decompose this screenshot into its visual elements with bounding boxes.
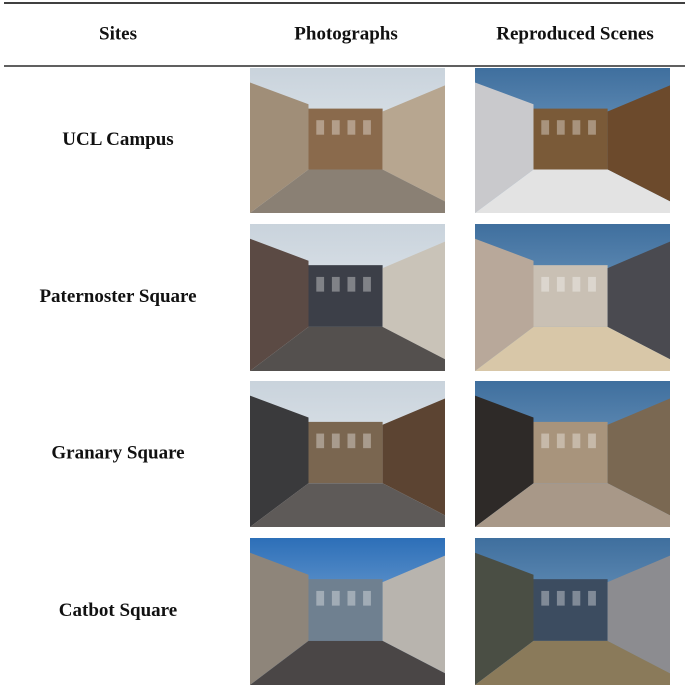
ground (475, 169, 670, 213)
window (347, 120, 356, 135)
photograph (250, 224, 445, 371)
site-name: UCL Campus (62, 129, 173, 150)
ground (250, 169, 445, 213)
table-row: UCL Campus (62, 68, 670, 213)
window (363, 276, 371, 292)
site-name: Paternoster Square (39, 286, 196, 307)
building (308, 108, 383, 170)
building (607, 85, 670, 202)
window (316, 590, 325, 606)
photograph (250, 68, 445, 213)
window (588, 120, 596, 135)
table-row: Granary Square (51, 381, 670, 527)
building (475, 552, 534, 685)
window (556, 433, 565, 449)
ground (250, 640, 445, 685)
window (331, 590, 340, 606)
site-name: Granary Square (51, 442, 184, 463)
building (475, 395, 534, 527)
building (533, 421, 608, 484)
window (588, 590, 596, 606)
photograph (250, 381, 445, 527)
building (607, 241, 670, 360)
ground (475, 640, 670, 685)
window (556, 276, 565, 292)
window (316, 276, 325, 292)
ground (250, 483, 445, 527)
window (347, 276, 356, 292)
building (308, 421, 383, 484)
window (347, 590, 356, 606)
site-name: Catbot Square (59, 600, 177, 621)
building (382, 398, 445, 516)
building (308, 265, 383, 327)
ground (250, 326, 445, 371)
building (382, 555, 445, 674)
building (475, 238, 534, 371)
window (541, 120, 550, 135)
building (382, 241, 445, 360)
column-header: Reproduced Scenes (496, 23, 653, 44)
building (250, 395, 309, 527)
window (331, 120, 340, 135)
reproduced-scene (475, 381, 670, 527)
table-row: Paternoster Square (39, 224, 670, 371)
window (541, 433, 550, 449)
reproduced-scene (475, 224, 670, 371)
table-row: Catbot Square (59, 538, 670, 685)
column-header: Sites (99, 23, 137, 44)
window (331, 276, 340, 292)
window (556, 590, 565, 606)
building (250, 552, 309, 685)
window (572, 276, 581, 292)
window (316, 120, 325, 135)
window (541, 590, 550, 606)
window (363, 590, 371, 606)
column-header: Photographs (294, 23, 397, 44)
building (308, 579, 383, 641)
table-body: UCL Campus Paternoster Square Granary Squa… (39, 68, 670, 685)
building (533, 579, 608, 641)
photograph (250, 538, 445, 685)
ground (475, 483, 670, 527)
header-row: Sites Photographs Reproduced Scenes (99, 23, 654, 44)
building (250, 238, 309, 371)
building (533, 108, 608, 170)
reproduced-scene (475, 68, 670, 213)
window (331, 433, 340, 449)
window (588, 433, 596, 449)
window (363, 433, 371, 449)
window (347, 433, 356, 449)
reproduced-scene (475, 538, 670, 685)
building (382, 85, 445, 202)
window (363, 120, 371, 135)
ground (475, 326, 670, 371)
window (572, 590, 581, 606)
window (572, 433, 581, 449)
building (533, 265, 608, 327)
window (541, 276, 550, 292)
window (556, 120, 565, 135)
window (316, 433, 325, 449)
window (572, 120, 581, 135)
building (607, 398, 670, 516)
window (588, 276, 596, 292)
building (607, 555, 670, 674)
